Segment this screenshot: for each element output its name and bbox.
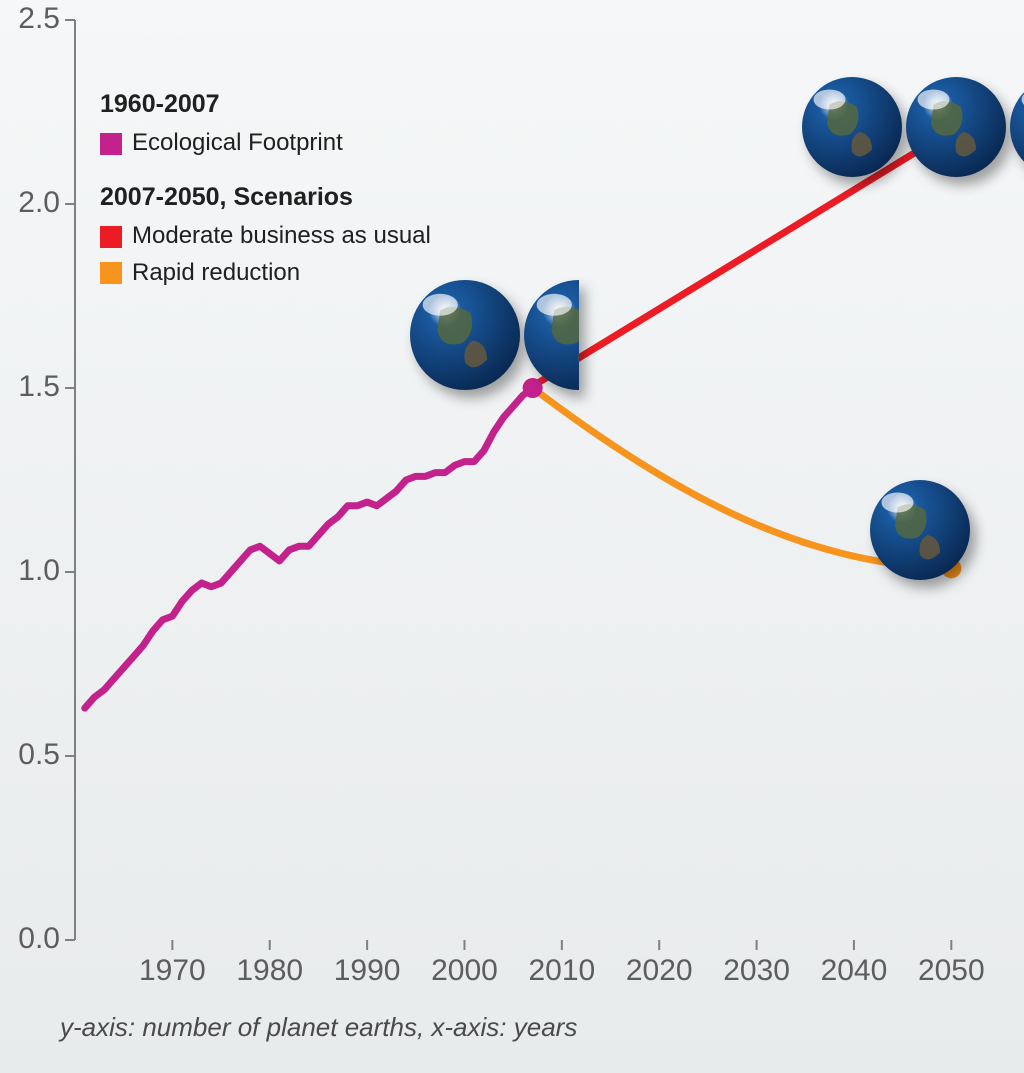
x-tick-label: 2040 bbox=[809, 954, 899, 988]
legend-item-historical: Ecological Footprint bbox=[100, 126, 431, 161]
y-tick-label: 2.5 bbox=[0, 2, 60, 36]
legend: 1960-2007 Ecological Footprint 2007-2050… bbox=[100, 80, 431, 293]
legend-item-rapid: Rapid reduction bbox=[100, 256, 431, 291]
x-tick-label: 1980 bbox=[225, 954, 315, 988]
x-tick-label: 1970 bbox=[127, 954, 217, 988]
earth-icon bbox=[870, 480, 970, 585]
earth-icon-group bbox=[870, 480, 970, 585]
x-tick-label: 2030 bbox=[712, 954, 802, 988]
earth-icon-partial bbox=[1010, 77, 1024, 182]
legend-swatch-historical bbox=[100, 133, 122, 155]
earth-icon-group bbox=[410, 280, 579, 395]
y-tick-label: 1.5 bbox=[0, 370, 60, 404]
legend-label-rapid: Rapid reduction bbox=[132, 256, 300, 291]
legend-label-historical: Ecological Footprint bbox=[132, 126, 343, 161]
legend-swatch-moderate bbox=[100, 226, 122, 248]
earth-icon-partial bbox=[524, 280, 579, 395]
y-tick-label: 2.0 bbox=[0, 186, 60, 220]
x-tick-label: 2050 bbox=[906, 954, 996, 988]
x-tick-label: 1990 bbox=[322, 954, 412, 988]
x-tick-label: 2010 bbox=[517, 954, 607, 988]
earth-icon bbox=[410, 280, 520, 395]
series-historical bbox=[85, 388, 533, 708]
earth-icon bbox=[906, 77, 1006, 182]
earth-icon-group bbox=[802, 77, 1024, 182]
y-tick-label: 0.5 bbox=[0, 738, 60, 772]
legend-swatch-rapid bbox=[100, 262, 122, 284]
axis-caption: y-axis: number of planet earths, x-axis:… bbox=[60, 1012, 577, 1043]
legend-label-moderate: Moderate business as usual bbox=[132, 219, 431, 254]
earth-icon bbox=[802, 77, 902, 182]
y-tick-label: 0.0 bbox=[0, 922, 60, 956]
legend-heading-2: 2007-2050, Scenarios bbox=[100, 179, 431, 215]
legend-heading-1: 1960-2007 bbox=[100, 86, 431, 122]
legend-item-moderate: Moderate business as usual bbox=[100, 219, 431, 254]
y-tick-label: 1.0 bbox=[0, 554, 60, 588]
x-tick-label: 2020 bbox=[614, 954, 704, 988]
x-tick-label: 2000 bbox=[419, 954, 509, 988]
